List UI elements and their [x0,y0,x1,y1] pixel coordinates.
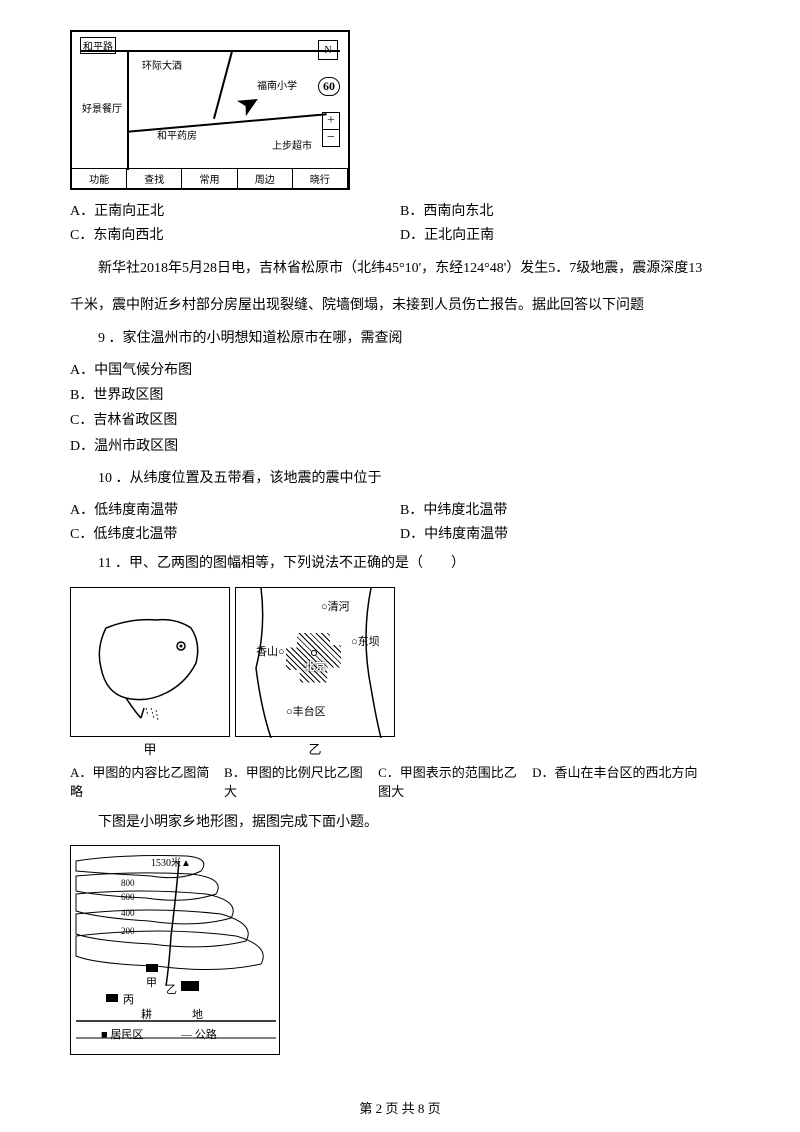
contour-lines-icon [71,846,281,1056]
q8-option-a: A．正南向正北 [70,200,400,220]
village-yi-label: 乙 [166,981,177,997]
label-dongba: ○东坝 [351,633,380,649]
poi-market: 上步超市 [272,137,312,152]
q8-options-row2: C．东南向西北 D．正北向正南 [70,224,730,244]
q10-option-c: C．低纬度北温带 [70,523,400,543]
passage-topo: 下图是小明家乡地形图，据图完成下面小题。 [70,810,730,835]
q8-option-d: D．正北向正南 [400,224,730,244]
navigation-map: 和平路 N 60 + − ➤ 环际大酒 好景餐厅 和平药房 福南小学 上步超市 … [70,30,350,190]
q11-option-a: A．甲图的内容比乙图简略 [70,763,224,802]
contour-800: 800 [121,878,135,888]
q10-row2: C．低纬度北温带 D．中纬度南温带 [70,523,730,543]
map-jia [70,587,230,737]
label-fengtai: ○丰台区 [286,703,326,719]
village-bing-icon [106,994,118,1002]
q11-images: 甲 ○清河 香山○ ○东坝 ○丰台区 北京 乙 [70,587,730,758]
village-jia-label: 甲 [146,974,157,990]
q10-option-a: A．低纬度南温带 [70,499,400,519]
contour-200: 200 [121,926,135,936]
q8-option-b: B．西南向东北 [400,200,730,220]
beijing-dot-icon [311,650,317,656]
q11-options: A．甲图的内容比乙图简略 B．甲图的比例尺比乙图大 C．甲图表示的范围比乙图大 … [70,763,730,802]
contour-600: 600 [121,892,135,902]
poi-hotel: 环际大酒 [142,57,182,72]
tab-function: 功能 [72,169,127,188]
label-xiangshan: 香山○ [256,643,285,659]
farmland-label: 耕 地 [141,1006,209,1022]
map-yi: ○清河 香山○ ○东坝 ○丰台区 北京 [235,587,395,737]
q11-text: 11 ．甲、乙两图的图幅相等，下列说法不正确的是（ ） [70,551,730,576]
caption-jia: 甲 [70,739,230,758]
passage-earthquake-2: 千米，震中附近乡村部分房屋出现裂缝、院墙倒塌，未接到人员伤亡报告。据此回答以下问… [70,293,730,318]
zoom-control: + − [322,112,340,147]
q10-option-d: D．中纬度南温带 [400,523,730,543]
page-footer: 第 2 页 共 8 页 [0,1098,800,1117]
q9-text: 9 ．家住温州市的小明想知道松原市在哪，需查阅 [70,326,730,351]
q8-option-c: C．东南向西北 [70,224,400,244]
label-qinghe: ○清河 [321,598,350,614]
poi-school: 福南小学 [257,77,297,92]
passage-earthquake-1: 新华社2018年5月28日电，吉林省松原市（北纬45°10'，东经124°48'… [70,256,730,281]
topographic-map: 1530米▲ 800 600 400 200 甲 乙 丙 耕 地 ■ 居民区 —… [70,845,280,1055]
q10-option-b: B．中纬度北温带 [400,499,730,519]
poi-restaurant: 好景餐厅 [82,100,122,115]
q9-option-a: A．中国气候分布图 [70,360,730,382]
china-outline-icon [86,608,216,728]
label-beijing: 北京 [304,658,326,674]
q11-option-c: C．甲图表示的范围比乙图大 [378,763,532,802]
map-tabs: 功能 查找 常用 周边 晓行 [72,168,348,188]
q9-option-c: C．吉林省政区图 [70,410,730,432]
q11-option-d: D．香山在丰台区的西北方向 [532,763,730,802]
q10-text: 10 ．从纬度位置及五带看，该地震的震中位于 [70,466,730,491]
zoom-out-icon: − [323,130,339,146]
speed-limit: 60 [318,77,340,96]
q11-option-b: B．甲图的比例尺比乙图大 [224,763,378,802]
q9-option-d: D．温州市政区图 [70,436,730,458]
village-bing-label: 丙 [123,991,134,1007]
q8-options-row1: A．正南向正北 B．西南向东北 [70,200,730,220]
tab-travel: 晓行 [293,169,348,188]
village-yi-icon [181,981,199,991]
q9-option-b: B．世界政区图 [70,385,730,407]
village-jia-icon [146,964,158,972]
tab-nearby: 周边 [238,169,293,188]
zoom-in-icon: + [323,113,339,130]
contour-400: 400 [121,908,135,918]
poi-pharmacy: 和平药房 [157,127,197,142]
tab-search: 查找 [127,169,182,188]
legend-residential: ■ 居民区 [101,1026,143,1042]
legend-road: — 公路 [181,1026,217,1042]
tab-common: 常用 [182,169,237,188]
q10-row1: A．低纬度南温带 B．中纬度北温带 [70,499,730,519]
caption-yi: 乙 [235,739,395,758]
